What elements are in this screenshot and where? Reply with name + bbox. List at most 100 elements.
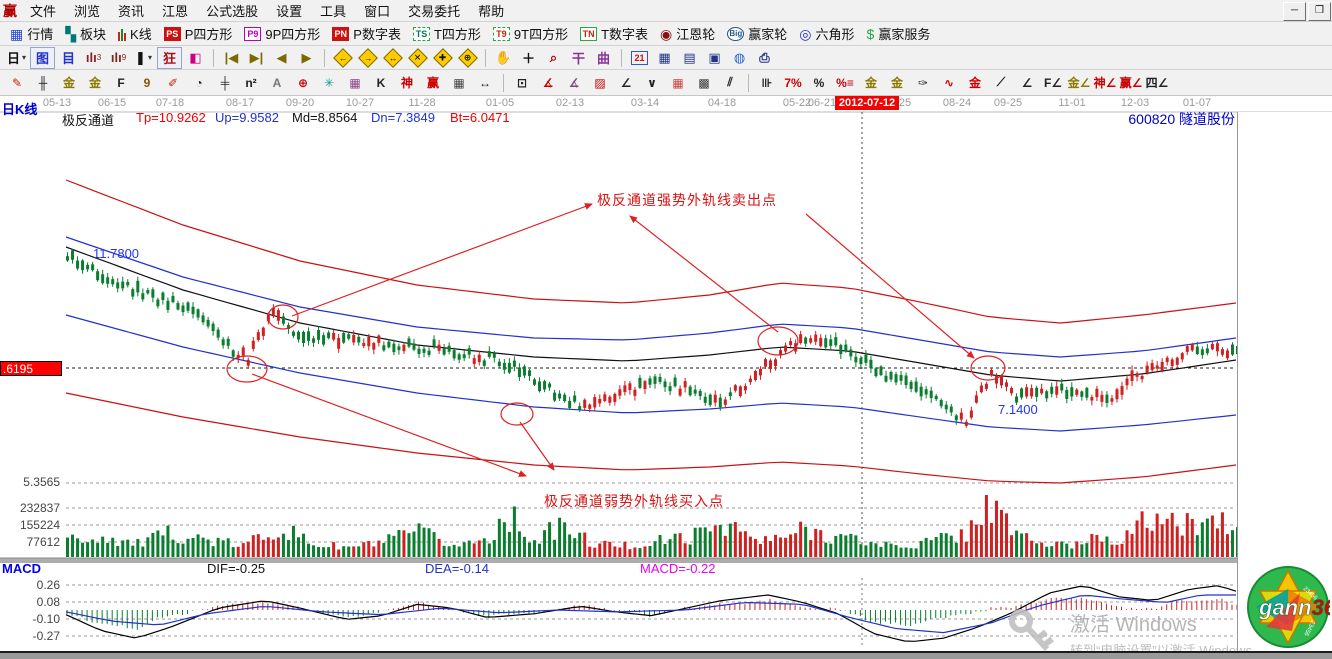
goto-last-icon[interactable]: ▶| <box>249 49 264 65</box>
indicator-name[interactable]: 极反通道 <box>62 113 115 128</box>
percent-lines-icon[interactable]: %≡ <box>836 75 854 90</box>
minimize-button[interactable]: ─ <box>1283 2 1306 21</box>
toolbar-quotes-button[interactable]: ▦ 行情 <box>7 23 56 44</box>
gann-circle-icon[interactable]: ⊕ <box>297 75 309 90</box>
menu-item-6[interactable]: 工具 <box>320 4 347 19</box>
toolbar-sectors-button[interactable]: ▚ 板块 <box>62 23 109 44</box>
gann-web-icon[interactable]: ✳ <box>323 75 335 90</box>
menu-item-2[interactable]: 资讯 <box>118 4 145 19</box>
diamond-full-icon[interactable]: ⊕ <box>456 47 479 68</box>
note-brush-icon[interactable]: ✑ <box>917 75 929 90</box>
four-angle-icon[interactable]: 四∠ <box>1145 76 1169 90</box>
save-icon[interactable]: ▣ <box>708 49 721 65</box>
j-angle-icon[interactable]: ⟋ <box>996 75 1006 89</box>
toolbar-p-square-button[interactable]: PS P四方形 <box>161 23 236 44</box>
next-icon[interactable]: ▶ <box>301 49 312 65</box>
gold-lines-icon[interactable]: 金 <box>890 76 903 90</box>
toolbar-9p-square-button[interactable]: P9 9P四方形 <box>241 23 323 44</box>
fan-purple-icon[interactable]: ∡ <box>568 75 580 90</box>
candle-style-icon[interactable]: ❚ ▾ <box>135 49 152 65</box>
crosshair-tool-icon[interactable]: ＋ <box>521 51 535 66</box>
box-tool-icon[interactable]: ⊡ <box>516 75 528 90</box>
grid-red-icon[interactable]: ▦ <box>672 75 684 90</box>
bars3-icon[interactable]: ılı 3 <box>85 50 102 65</box>
chart-canvas[interactable] <box>0 96 1332 651</box>
toolbar-kline-button[interactable]: K线 <box>115 23 155 44</box>
k-count-icon[interactable]: ⊪ <box>761 75 773 90</box>
goto-first-icon[interactable]: |◀ <box>224 49 239 65</box>
toolbar-winner-service-button[interactable]: $ 赢家服务 <box>864 23 934 44</box>
time-ruler-icon[interactable]: ╪ <box>220 75 230 90</box>
gann-tool1-icon[interactable]: 干 <box>571 51 585 66</box>
fan-box-icon[interactable]: ▨ <box>594 75 606 90</box>
prev-icon[interactable]: ◀ <box>276 49 287 65</box>
restore-button[interactable]: ❐ <box>1308 2 1331 21</box>
gann-tool2-icon[interactable]: 曲 <box>596 51 610 66</box>
menu-item-4[interactable]: 公式选股 <box>206 4 259 19</box>
parallel-lines-icon[interactable]: ⫽ <box>727 75 733 89</box>
toolbar-hexagon-button[interactable]: ◎ 六角形 <box>796 23 857 44</box>
win-ruler-icon[interactable]: 赢 <box>426 76 439 90</box>
toolbar-9t-square-button[interactable]: T9 9T四方形 <box>490 23 571 44</box>
zigzag-icon[interactable]: ∨ <box>647 75 657 90</box>
gold-time-ruler-icon[interactable]: 金 <box>88 76 101 90</box>
circle-ruler-icon[interactable]: ◔ <box>195 75 203 90</box>
angle-mirror-icon[interactable]: A <box>272 75 282 90</box>
gann-grid-icon[interactable]: ▦ <box>349 75 361 90</box>
diamond-expand-icon[interactable]: ✚ <box>431 47 454 68</box>
fan-red-icon[interactable]: ∡ <box>542 75 554 90</box>
gold-price-ruler-icon[interactable]: 金 <box>62 76 75 90</box>
gold-angle-icon[interactable]: 金∠ <box>1067 76 1091 90</box>
seven-percent-icon[interactable]: 7% <box>784 75 802 90</box>
zoom-tool-icon[interactable]: ⌕ <box>549 49 558 65</box>
info-view-icon[interactable]: 目 <box>61 51 75 66</box>
brush-ruler-icon[interactable]: ✐ <box>167 75 179 90</box>
toolbar-t-number-table-button[interactable]: TN T数字表 <box>577 23 651 44</box>
dynamic-chart-icon[interactable]: 狂 <box>157 46 182 69</box>
menu-item-3[interactable]: 江恩 <box>162 4 189 19</box>
nine-ruler-icon[interactable]: 9 <box>143 75 151 90</box>
calendar-icon[interactable]: 21 <box>628 48 651 68</box>
chart-window-icon[interactable]: 图 <box>30 46 55 69</box>
menu-item-1[interactable]: 浏览 <box>74 4 101 19</box>
gold-red-icon[interactable]: 金 <box>968 76 981 90</box>
fibonacci-ruler-icon[interactable]: F <box>117 75 125 90</box>
grid-dark-icon[interactable]: ▩ <box>698 75 710 90</box>
f-angle-icon[interactable]: F∠ <box>1043 75 1063 90</box>
toolbar-t-square-button[interactable]: TS T四方形 <box>410 23 484 44</box>
menu-item-8[interactable]: 交易委托 <box>408 4 461 19</box>
stock-label[interactable]: 600820 隧道股份 <box>1128 111 1235 127</box>
grid-123-icon[interactable]: ▦ <box>453 75 465 90</box>
diamond-left-icon[interactable]: ← <box>331 47 354 68</box>
period-daily-icon[interactable]: 日 ▾ <box>6 51 27 66</box>
menu-item-0[interactable]: 文件 <box>30 4 57 19</box>
calculator-icon[interactable]: ▦ <box>658 49 671 65</box>
color-chart-icon[interactable]: ◧ <box>189 49 202 65</box>
wave-tool-icon[interactable]: ∿ <box>943 75 955 90</box>
macd-title[interactable]: MACD <box>2 561 41 576</box>
toolbar-gann-wheel-button[interactable]: ◉ 江恩轮 <box>657 23 718 44</box>
angle-lines-icon[interactable]: ∠ <box>620 75 632 90</box>
print-icon[interactable]: ⎙ <box>759 49 770 65</box>
toolbar-p-number-table-button[interactable]: PN P数字表 <box>329 23 404 44</box>
memo-icon[interactable]: ▤ <box>683 49 696 65</box>
win-angle-icon[interactable]: 赢∠ <box>1119 76 1143 90</box>
bars9-icon[interactable]: ılı 9 <box>110 50 127 65</box>
menu-item-7[interactable]: 窗口 <box>364 4 391 19</box>
k-mark-icon[interactable]: K <box>376 75 386 90</box>
hand-tool-icon[interactable]: ✋ <box>495 49 512 65</box>
shen-angle-icon[interactable]: 神∠ <box>1093 76 1117 90</box>
diamond-right-icon[interactable]: → <box>356 47 379 68</box>
percent-icon[interactable]: % <box>813 75 825 90</box>
angle-2-icon[interactable]: ∠ <box>1021 75 1033 90</box>
brush-tool-icon[interactable]: ✎ <box>11 75 23 90</box>
menu-item-5[interactable]: 设置 <box>276 4 303 19</box>
network-icon[interactable]: ◍ <box>733 49 746 65</box>
diamond-hboth-icon[interactable]: ↔ <box>381 47 404 68</box>
menu-item-9[interactable]: 帮助 <box>478 4 505 19</box>
shen-ruler-icon[interactable]: 神 <box>400 76 413 90</box>
gold-circle-icon[interactable]: 金 <box>864 76 877 90</box>
width-measure-icon[interactable]: ↔ <box>479 75 491 90</box>
price-ruler-icon[interactable]: ╫ <box>38 75 48 90</box>
toolbar-winner-wheel-button[interactable]: Big 赢家轮 <box>724 23 790 44</box>
